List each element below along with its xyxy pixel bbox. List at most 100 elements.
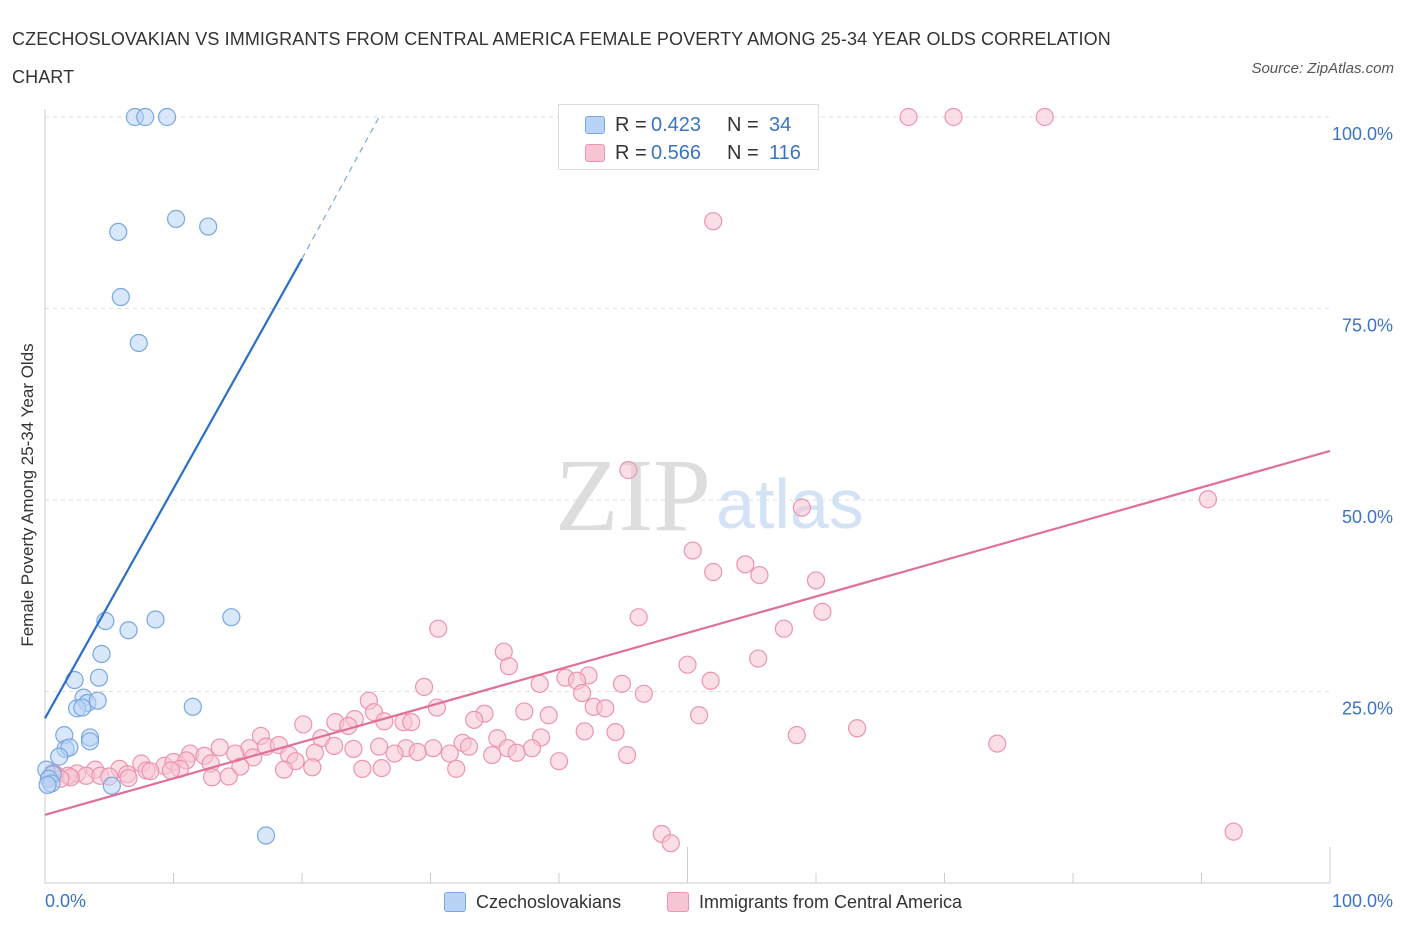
immigrant-point <box>339 716 358 736</box>
source-credit: Source: ZipAtlas.com <box>1251 60 1394 77</box>
r-value: 0.423 <box>651 114 702 136</box>
immigrant-point <box>792 498 811 517</box>
czechoslovakian-point <box>80 732 100 751</box>
czechoslovakian-point <box>157 107 177 127</box>
czechoslovakian-point <box>38 775 57 795</box>
immigrant-point <box>385 744 404 763</box>
immigrant-point <box>408 742 427 762</box>
legend-label: Immigrants from Central America <box>699 892 963 912</box>
immigrant-point <box>612 674 632 693</box>
czechoslovakian-point <box>89 668 109 687</box>
y-tick-label: 75.0% <box>1342 316 1393 336</box>
pink-swatch <box>667 892 689 912</box>
czechoslovakian-point <box>146 610 165 629</box>
immigrant-point <box>344 739 363 759</box>
series-immigrants-central-america-points <box>41 107 1243 853</box>
immigrant-point <box>522 739 542 758</box>
immigrant-point <box>219 767 238 786</box>
immigrant-point <box>575 722 594 741</box>
immigrant-point <box>325 736 344 755</box>
immigrant-point <box>750 565 769 585</box>
immigrant-point <box>414 677 434 697</box>
immigrant-point <box>701 671 720 690</box>
immigrant-point <box>678 655 697 674</box>
immigrant-point <box>749 649 768 668</box>
immigrant-point <box>944 107 963 127</box>
trend-lines <box>44 116 1331 816</box>
watermark-zip: ZIP <box>555 438 711 553</box>
immigrant-point <box>141 762 160 781</box>
x-tick-min: 0.0% <box>45 891 86 911</box>
immigrant-point <box>813 602 832 621</box>
immigrant-point <box>634 684 653 703</box>
immigrant-point <box>774 619 793 638</box>
immigrant-point <box>447 759 466 778</box>
immigrant-point <box>402 713 421 732</box>
pink-swatch <box>585 144 605 162</box>
immigrant-point <box>629 608 648 627</box>
immigrant-point <box>294 715 313 734</box>
immigrant-point <box>202 768 222 787</box>
immigrant-point <box>483 745 502 765</box>
immigrant-point <box>899 107 918 127</box>
czechoslovakian-point <box>136 107 155 127</box>
immigrant-point <box>210 738 229 757</box>
immigrant-point <box>423 739 443 758</box>
czechoslovakian-point <box>256 826 276 845</box>
immigrant-point <box>119 768 138 788</box>
legend-label: Czechoslovakians <box>476 892 622 912</box>
immigrant-point <box>353 759 372 778</box>
immigrant-point <box>988 734 1007 753</box>
immigrant-point <box>683 541 702 560</box>
czechoslovakian-trend-extension <box>301 116 380 259</box>
y-tick-label: 50.0% <box>1342 507 1393 527</box>
immigrant-point <box>465 710 484 729</box>
n-label: N = <box>727 142 759 164</box>
immigrant-point <box>515 702 534 721</box>
immigrant-point <box>1198 490 1218 509</box>
watermark-atlas: atlas <box>716 465 864 543</box>
czechoslovakian-point <box>102 776 121 795</box>
n-value: 116 <box>769 142 801 164</box>
immigrant-point <box>787 726 806 745</box>
immigrant-point <box>459 737 479 756</box>
r-label: R = <box>615 142 647 164</box>
grid-lines <box>45 116 1330 692</box>
stats-legend: R = 0.423 N = 34 R = 0.566 N = 116 <box>558 104 819 170</box>
czechoslovakian-point <box>183 697 202 716</box>
immigrant-point <box>429 619 448 638</box>
czechoslovakian-point <box>92 644 111 664</box>
immigrant-point <box>539 706 558 725</box>
immigrant-point <box>549 752 569 771</box>
y-tick-label: 100.0% <box>1332 124 1393 144</box>
immigrant-point <box>303 758 322 777</box>
n-label: N = <box>727 114 759 136</box>
immigrant-point <box>596 699 615 718</box>
immigrant-point <box>372 758 391 778</box>
y-tick-labels: 25.0% 50.0% 75.0% 100.0% <box>1332 124 1393 719</box>
immigrant-point <box>530 674 549 693</box>
czechoslovakian-point <box>166 209 186 228</box>
immigrant-point <box>848 719 867 738</box>
chart-title: CZECHOSLOVAKIAN VS IMMIGRANTS FROM CENTR… <box>12 29 1111 87</box>
czechoslovakian-point <box>50 747 69 766</box>
series-czechoslovakians-points <box>37 107 276 845</box>
czechoslovakian-point <box>199 217 218 236</box>
czechoslovakian-point <box>129 333 148 353</box>
czechoslovakian-point <box>119 621 138 640</box>
czechoslovakian-point <box>73 698 92 717</box>
immigrant-point <box>1035 107 1054 127</box>
czechoslovakian-point <box>109 222 128 241</box>
immigrant-point <box>736 555 755 574</box>
immigrant-point <box>619 461 638 480</box>
x-tick-max: 100.0% <box>1332 891 1393 911</box>
immigrant-point <box>370 737 389 756</box>
y-tick-label: 25.0% <box>1342 699 1393 719</box>
immigrant-point <box>274 760 294 779</box>
immigrant-point <box>618 745 637 765</box>
immigrant-trend-line <box>44 449 1331 816</box>
immigrant-point <box>507 743 526 762</box>
immigrant-point <box>606 722 625 742</box>
immigrant-point <box>704 212 723 231</box>
